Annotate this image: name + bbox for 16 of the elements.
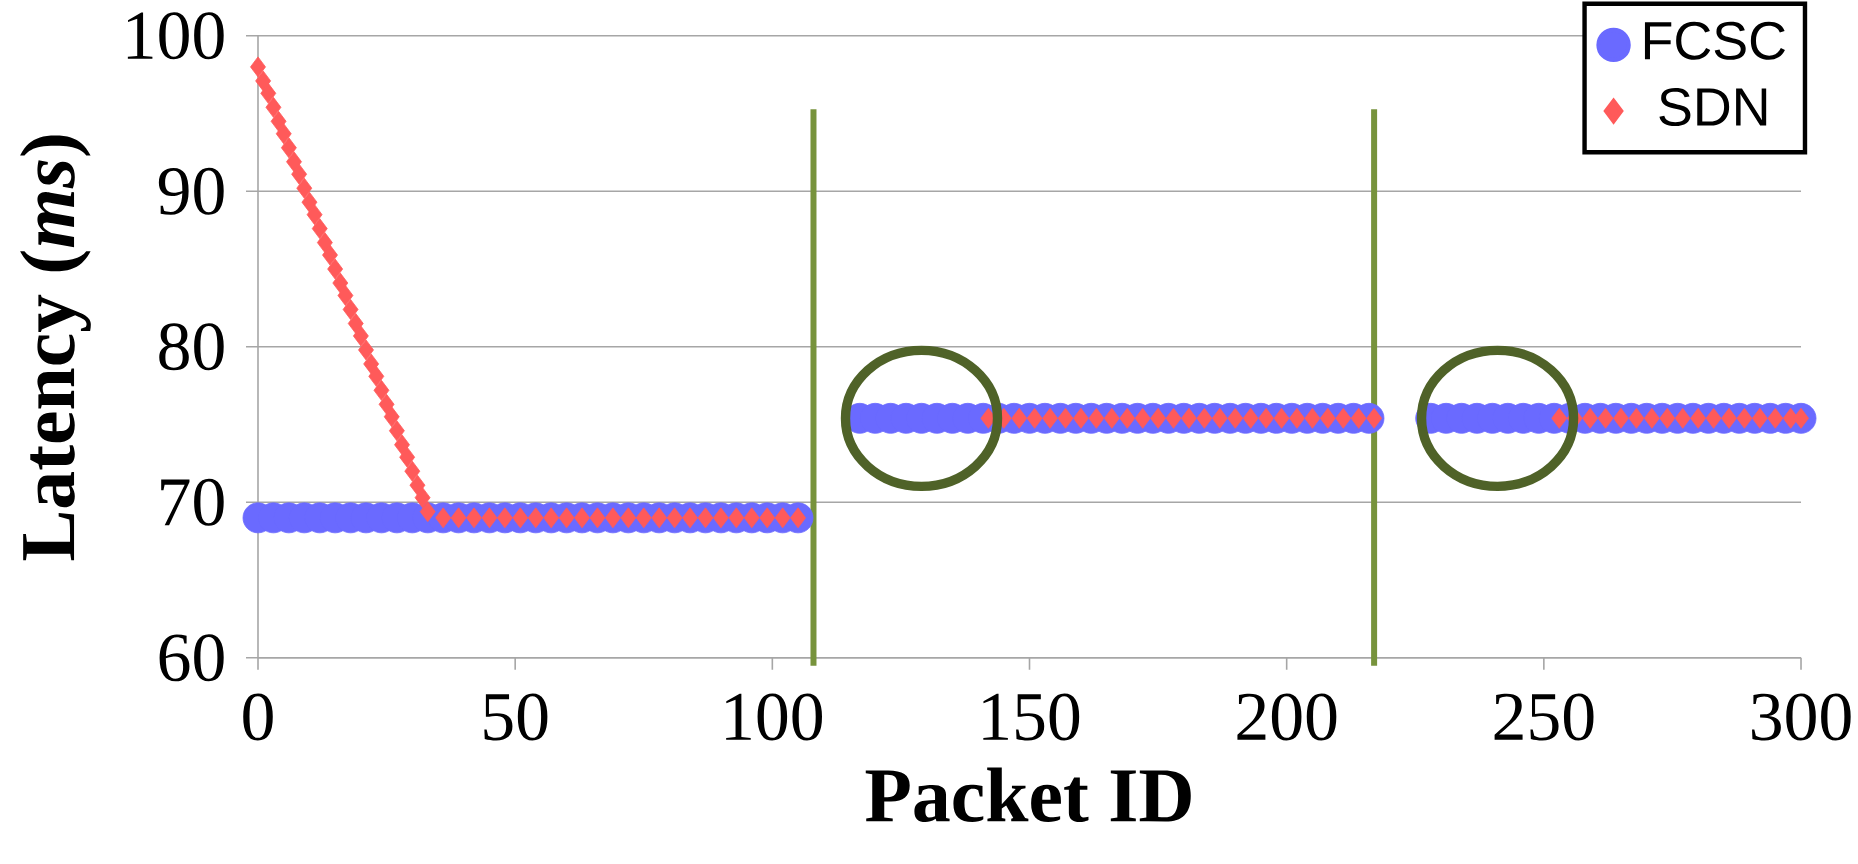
y-axis-title: Latency (ms) xyxy=(20,135,91,561)
y-tick-label: 100 xyxy=(127,12,224,60)
x-tick-label: 0 xyxy=(243,693,273,741)
x-tick-label: 250 xyxy=(1494,693,1594,741)
legend-label: FCSC xyxy=(1644,21,1785,60)
x-tick-label: 50 xyxy=(484,693,548,741)
x-tick-label: 100 xyxy=(726,693,822,741)
x-tick-label: 150 xyxy=(983,693,1080,741)
x-tick-label: 200 xyxy=(1237,693,1337,741)
x-axis-title: Packet ID xyxy=(865,767,1191,823)
y-tick-label: 70 xyxy=(161,478,224,526)
legend-label: SDN xyxy=(1659,87,1767,127)
y-tick-label: 60 xyxy=(159,634,224,682)
y-tick-label: 90 xyxy=(158,167,224,215)
y-tick-label: 80 xyxy=(159,323,224,371)
x-tick-label: 300 xyxy=(1752,693,1851,741)
